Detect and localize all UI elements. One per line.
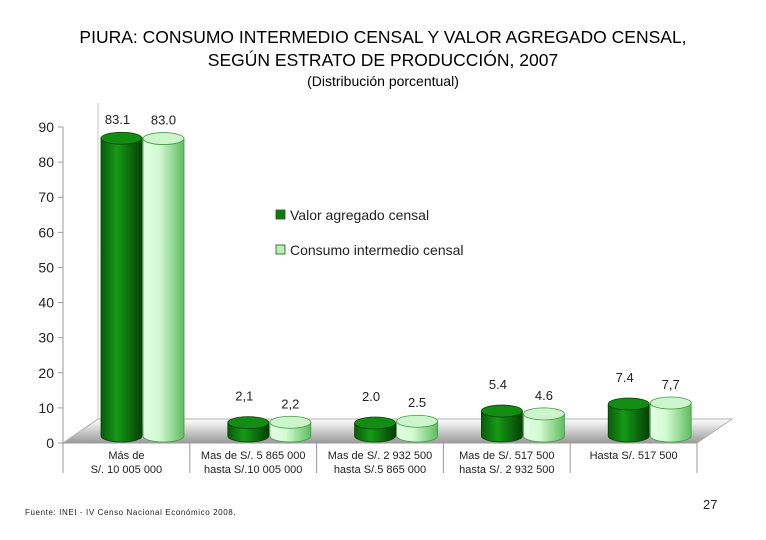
bar-valor-agregado-2 <box>227 416 270 443</box>
bar-valor-agregado-3 <box>354 416 397 443</box>
bar-valor-agregado-1 <box>100 131 143 443</box>
x-category-label: hasta S/.5 865 000 <box>334 464 426 476</box>
data-label: 2.5 <box>408 395 426 410</box>
x-category-label: Mas de S/. 5 865 000 <box>201 450 306 462</box>
legend-label-2: Consumo intermedio censal <box>290 242 464 258</box>
y-tick-label: 50 <box>38 259 54 275</box>
chart-title-line-1: PIURA: CONSUMO INTERMEDIO CENSAL Y VALOR… <box>79 27 687 47</box>
x-category-label: Mas de S/. 2 932 500 <box>328 450 433 462</box>
legend-label-1: Valor agregado censal <box>290 207 429 223</box>
y-tick-label: 70 <box>38 189 54 205</box>
bar-valor-agregado-4 <box>480 404 523 443</box>
x-category-label: hasta S/.10 005 000 <box>204 464 302 476</box>
data-label: 2,1 <box>235 389 253 404</box>
legend-swatch-2 <box>275 244 286 255</box>
bar-consumo-intermedio-1 <box>142 132 185 443</box>
chart-title-line-2: SEGÚN ESTRATO DE PRODUCCIÓN, 2007 <box>207 50 559 70</box>
source-note: Fuente: INEI - IV Censo Nacional Económi… <box>25 508 237 517</box>
y-tick-label: 80 <box>38 154 54 170</box>
data-label: 5.4 <box>489 377 507 392</box>
data-label: 7,7 <box>662 377 680 392</box>
bar-consumo-intermedio-2 <box>269 415 312 443</box>
data-label: 2.0 <box>362 389 380 404</box>
legend-swatch-1 <box>275 209 286 220</box>
data-label: 7.4 <box>616 370 634 385</box>
x-category-label: S/. 10 005 000 <box>91 464 163 476</box>
bar-consumo-intermedio-4 <box>523 407 565 443</box>
data-label: 83.0 <box>151 113 176 128</box>
y-tick-label: 0 <box>46 435 54 451</box>
y-tick-label: 30 <box>38 330 54 346</box>
x-category-label: Más de <box>108 450 144 462</box>
y-tick-label: 10 <box>38 400 54 416</box>
y-tick-label: 40 <box>38 295 54 311</box>
data-label: 83.1 <box>105 112 130 127</box>
page-number: 27 <box>703 497 718 512</box>
x-category-label: Mas de S/. 517 500 <box>459 450 554 462</box>
y-tick-label: 20 <box>38 365 54 381</box>
y-tick-label: 60 <box>38 224 54 240</box>
bar-consumo-intermedio-3 <box>396 414 439 443</box>
x-category-label: hasta S/. 2 932 500 <box>459 464 554 476</box>
bar-valor-agregado-5 <box>607 397 650 443</box>
y-tick-label: 90 <box>38 119 54 135</box>
bar-consumo-intermedio-5 <box>649 396 692 443</box>
data-label: 2,2 <box>281 396 299 411</box>
data-label: 4.6 <box>535 388 553 403</box>
chart-subtitle: (Distribución porcentual) <box>307 73 459 89</box>
x-category-label: Hasta S/. 517 500 <box>590 450 678 462</box>
